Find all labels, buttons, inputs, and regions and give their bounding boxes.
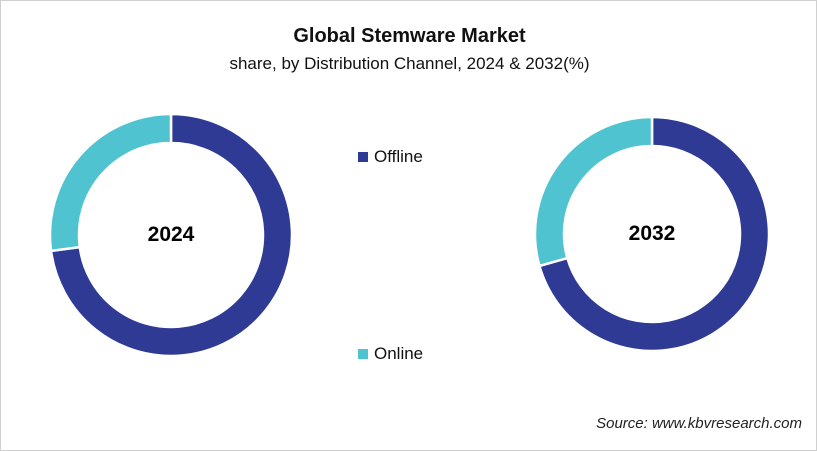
chart-title: Global Stemware Market bbox=[293, 25, 526, 47]
donut-2024: 2024 bbox=[49, 113, 293, 357]
donut-2032-graphic bbox=[534, 116, 770, 352]
source-note: Source: www.kbvresearch.com bbox=[596, 415, 802, 432]
donut-slice-online bbox=[49, 113, 173, 253]
donut-slice-online bbox=[534, 116, 654, 268]
legend-swatch-online bbox=[358, 349, 368, 359]
chart-subtitle: share, by Distribution Channel, 2024 & 2… bbox=[229, 54, 590, 73]
legend-label-online: Online bbox=[374, 344, 424, 363]
donut-2024-label: 2024 bbox=[147, 223, 195, 246]
donut-2032: 2032 bbox=[534, 116, 770, 352]
donut-2032-label: 2032 bbox=[628, 222, 676, 245]
legend-label-offline: Offline bbox=[374, 147, 423, 166]
donut-2024-graphic bbox=[49, 113, 293, 357]
legend-swatch-offline bbox=[358, 152, 368, 162]
donut-slice-offline bbox=[49, 113, 293, 357]
donut-slice-offline bbox=[537, 116, 770, 352]
legend-item-online: Online bbox=[358, 344, 423, 364]
legend-item-offline: Offline bbox=[358, 147, 423, 167]
